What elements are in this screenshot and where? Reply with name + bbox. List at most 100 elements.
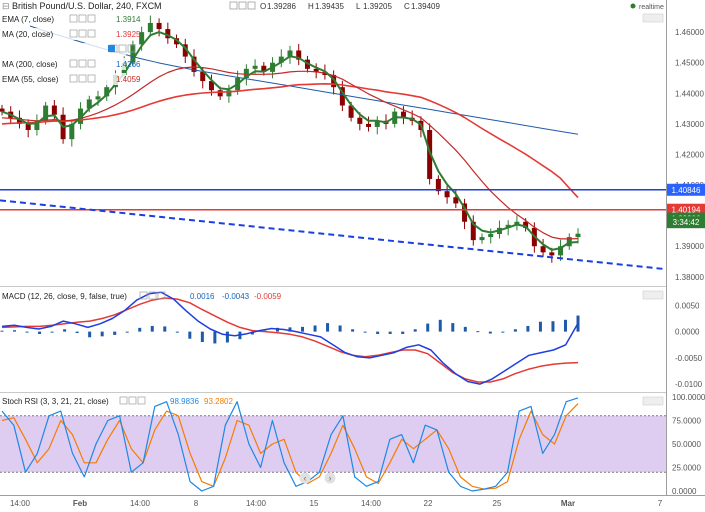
macd-histogram-bar [401,331,405,334]
indicator-settings-icon[interactable] [78,29,87,38]
candle-body [139,32,145,45]
pane-controls-icon[interactable] [642,13,664,23]
candle-body [130,44,136,63]
candle-body [200,71,206,82]
macd-line [1,291,579,385]
macd-histogram-bar [188,331,192,339]
macd-histogram-bar [413,329,417,332]
stoch-d-line [1,403,579,490]
scroll-right-icon[interactable]: › [329,473,332,483]
candle-body [165,29,171,39]
indicator-settings-icon[interactable] [87,14,96,23]
price-axis-badge [667,216,705,229]
macd-histogram-bar [463,326,467,332]
candle-body [505,224,511,228]
candle-body [278,56,284,63]
rsi-settings-icon[interactable] [119,396,128,405]
indicator-settings-icon[interactable] [87,74,96,83]
candle-body [51,105,57,115]
candle-body [462,203,468,222]
macd-settings-icon[interactable] [148,291,157,300]
macd-histogram-bar [438,319,442,332]
macd-histogram-bar [426,323,430,332]
macd-tick-label: -0.0050 [675,354,703,363]
scroll-left-icon[interactable]: ‹ [304,473,307,483]
candle-body [191,56,197,72]
rsi-settings-icon[interactable] [128,396,137,405]
time-axis-label: Feb [73,499,87,508]
indicator-settings-icon[interactable] [127,44,136,53]
ohlc-value: 1.39409 [411,2,440,11]
macd-settings-icon[interactable] [157,291,166,300]
macd-tick-label: 0.0000 [675,328,700,337]
candle-body [427,130,433,179]
macd-histogram-bar [538,321,542,332]
indicator-settings-icon[interactable] [78,14,87,23]
indicator-settings-icon[interactable] [87,59,96,68]
indicator-settings-icon[interactable] [69,14,78,23]
price-tick-label: 1.38000 [675,273,704,282]
time-axis-label: Mar [561,499,575,508]
candle-body [16,117,22,124]
macd-tick-label: 0.0050 [675,301,700,310]
indicator-value: 1.3914 [116,15,141,24]
candle-body [147,22,153,33]
rsi-pane-controls-icon[interactable] [642,396,664,406]
candle-body [287,50,293,57]
macd-histogram-bar [301,326,305,332]
indicator-value: 1.3925 [116,30,141,39]
price-tick-label: 1.46000 [675,28,704,37]
macd-settings-icon[interactable] [139,291,148,300]
scroll-left-button[interactable] [299,472,311,484]
candle-body [208,81,214,91]
macd-histogram-bar [63,329,67,332]
candle-body [43,105,49,121]
candle-body [226,90,232,97]
indicator-settings-icon[interactable] [118,44,127,53]
settings-box-icon[interactable] [247,1,256,10]
time-axis-label: 14:00 [130,499,151,508]
macd-histogram-bar [513,329,517,332]
macd-value: 0.0016 [190,292,215,301]
candle-body [444,191,450,198]
ema7-line [1,31,579,251]
macd-label: MACD (12, 26, close, 9, false, true) [2,292,127,301]
indicator-settings-icon[interactable] [78,74,87,83]
indicator-settings-icon[interactable] [69,29,78,38]
macd-histogram-bar [351,329,355,332]
indicator-label: EMA (55, close) [2,75,59,84]
indicator-settings-icon[interactable] [69,59,78,68]
scroll-right-button[interactable] [324,472,336,484]
candle-body [95,96,101,100]
macd-histogram-bar [200,331,204,343]
candle-body [313,68,319,72]
ema55-line [1,83,579,199]
macd-histogram-bar [376,331,380,334]
stoch-rsi-value: 93.2802 [204,397,233,406]
price-tick-label: 1.44000 [675,89,704,98]
indicator-settings-icon[interactable] [87,29,96,38]
settings-box-icon[interactable] [238,1,247,10]
rsi-tick-label: 25.0000 [672,464,701,473]
rsi-settings-icon[interactable] [137,396,146,405]
stoch-rsi-value: 98.9836 [170,397,199,406]
stoch-rsi-marks [0,397,666,492]
indicator-label: MA (20, close) [2,30,53,39]
candle-body [339,87,345,106]
candle-body [514,221,520,225]
indicator-settings-icon[interactable] [78,59,87,68]
candle-body [523,221,529,228]
indicator-visible-icon[interactable] [108,45,115,52]
macd-histogram-bar [38,331,42,334]
indicator-settings-icon[interactable] [69,74,78,83]
candle-body [182,44,188,57]
collapse-icon[interactable]: ⊟ [2,1,10,11]
macd-pane-controls-icon[interactable] [642,290,664,300]
macd-histogram-bar [488,331,492,334]
time-axis-label: 8 [194,499,199,508]
ohlc-value: 1.39205 [363,2,392,11]
header-bg [0,0,580,12]
macd-histogram-bar [213,331,217,344]
settings-box-icon[interactable] [229,1,238,10]
